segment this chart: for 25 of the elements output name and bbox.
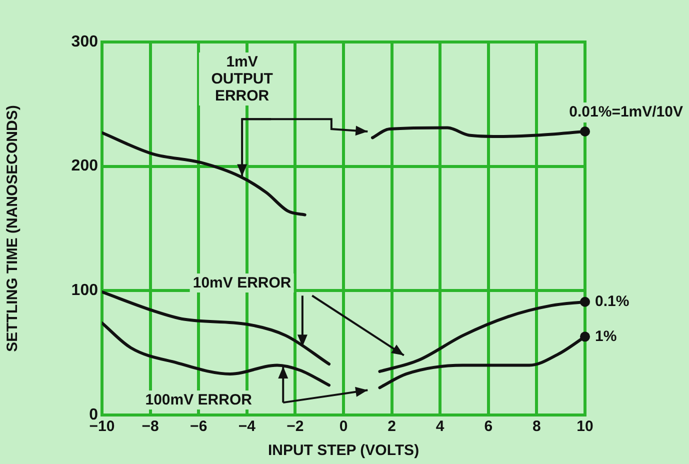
point [580,296,590,307]
y-tick-label: 300 [71,33,98,50]
x-tick-label: −2 [286,418,304,436]
x-tick-label: 8 [532,418,541,436]
y-tick-label: 200 [71,158,98,175]
series-label: 0.01%=1mV/10V [569,104,683,121]
x-tick-label: 4 [436,418,445,436]
annotation: 10mV ERROR [190,274,294,293]
point [580,332,590,342]
point [580,126,590,137]
x-tick-label: 6 [484,418,493,436]
x-tick-label: −4 [238,418,256,436]
annotation: 1mV OUTPUT ERROR [199,52,286,106]
y-tick-label: 100 [71,282,98,300]
y-tick-label: 0 [89,406,98,424]
annotation: 100mV ERROR [142,390,255,410]
x-tick-label: 10 [576,418,594,436]
x-tick-label: 0 [339,418,348,436]
x-tick-label: −6 [190,418,208,436]
x-axis-title: INPUT STEP (VOLTS) [268,442,420,460]
y-axis-title: SETTLING TIME (NANOSECONDS) [4,105,22,352]
series-label: 0.1% [595,292,630,310]
x-tick-label: −8 [142,418,159,436]
series-label: 1% [595,328,617,345]
x-tick-label: 2 [388,418,396,436]
